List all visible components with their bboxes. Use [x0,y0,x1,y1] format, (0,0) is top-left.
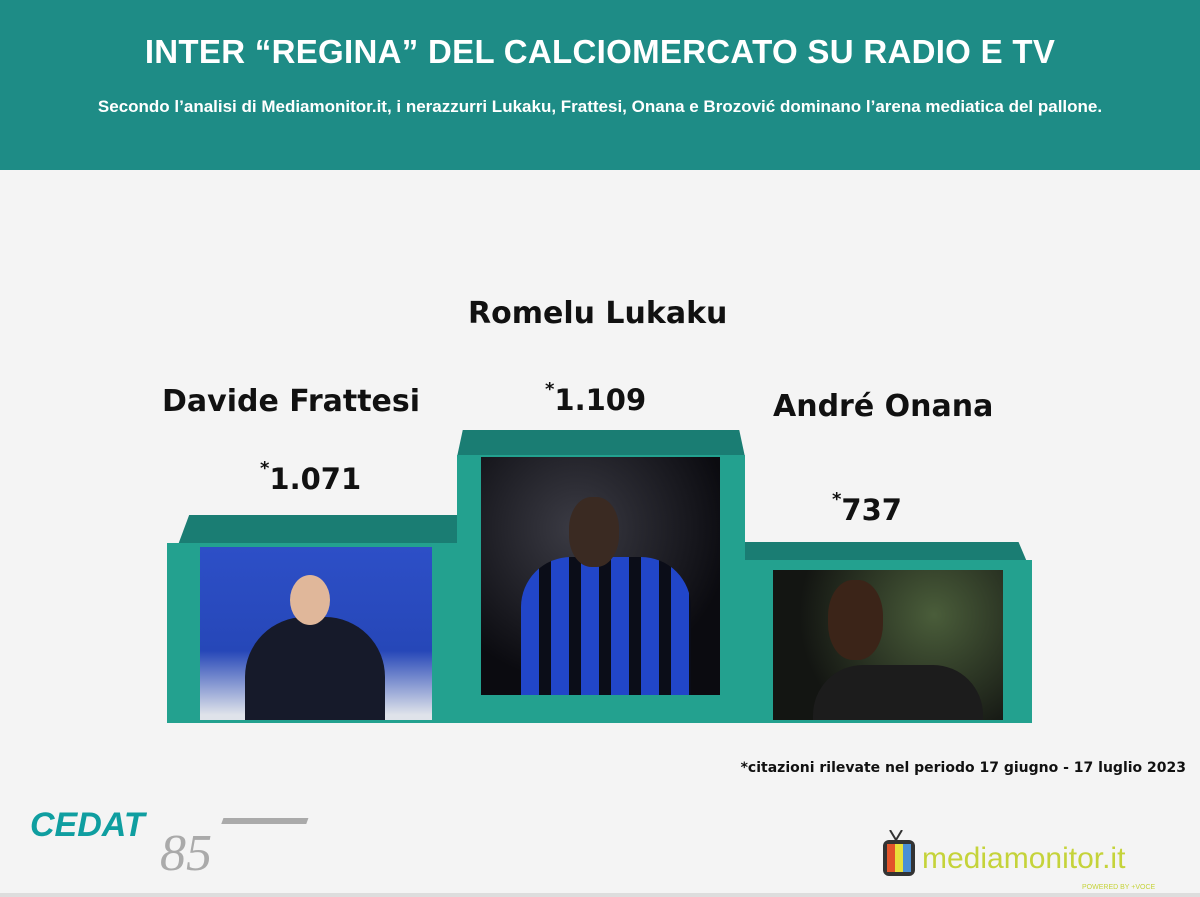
second-place-value: *1.071 [260,458,362,496]
third-place-name: André Onana [773,389,994,424]
page-subtitle: Secondo l’analisi di Mediamonitor.it, i … [97,97,1103,116]
mediamonitor-logo: mediamonitor.it POWERED BY +VOCE [883,830,1156,891]
bottom-divider [0,893,1200,897]
onana-photo [773,570,1003,720]
third-place-step-top [745,542,1027,562]
cedat85-logo: CEDAT 85 [30,806,309,875]
first-place-step-top [457,430,745,457]
svg-text:CEDAT: CEDAT [30,806,148,844]
first-place-name: Romelu Lukaku [468,296,728,331]
second-place-step-top [178,515,457,545]
lukaku-photo [481,457,720,695]
first-place-value: *1.109 [545,379,647,417]
second-place-name: Davide Frattesi [162,384,421,419]
header-banner: INTER “REGINA” DEL CALCIOMERCATO SU RADI… [0,0,1200,170]
third-place-value: *737 [832,489,902,527]
svg-text:85: 85 [160,825,212,875]
footnote: *citazioni rilevate nel periodo 17 giugn… [740,760,1186,776]
svg-text:POWERED BY +VOCE: POWERED BY +VOCE [1082,884,1156,891]
svg-text:mediamonitor.it: mediamonitor.it [922,842,1126,875]
page-title: INTER “REGINA” DEL CALCIOMERCATO SU RADI… [144,33,1056,70]
frattesi-photo [200,547,432,720]
